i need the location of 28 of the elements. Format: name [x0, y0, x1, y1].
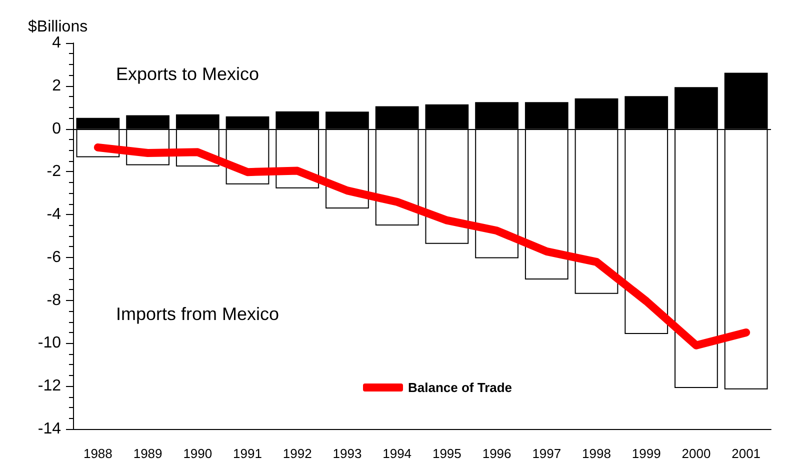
x-tick-label: 1988 [83, 446, 112, 461]
x-tick-label: 1989 [133, 446, 162, 461]
x-tick-label: 1998 [582, 446, 611, 461]
y-tick-label: -2 [46, 163, 62, 180]
y-tick-label: 4 [52, 34, 62, 52]
y-tick-label: -12 [38, 378, 62, 395]
x-tick-label: 1995 [432, 446, 462, 461]
legend-label: Balance of Trade [408, 380, 512, 395]
x-tick-label: 2000 [682, 446, 711, 461]
annotation: Imports from Mexico [116, 304, 280, 324]
y-tick-label: 2 [52, 77, 62, 94]
x-tick-label: 1994 [382, 446, 412, 461]
x-tick-label: 1990 [183, 446, 212, 461]
x-tick-label: 1997 [532, 446, 562, 461]
x-tick-label: 1991 [233, 446, 262, 461]
x-tick-label: 1993 [332, 446, 362, 461]
y-axis-title: $Billions [28, 18, 88, 36]
y-tick-label: -6 [46, 248, 62, 266]
y-tick-label: -8 [46, 292, 62, 309]
y-tick-label: 0 [52, 120, 62, 138]
y-tick-label: -14 [38, 420, 62, 438]
annotation: Exports to Mexico [116, 64, 260, 84]
y-tick-label: -10 [38, 334, 62, 352]
y-tick-label: -4 [46, 206, 62, 224]
x-tick-label: 1999 [632, 446, 661, 461]
x-tick-label: 2001 [732, 446, 761, 461]
x-tick-label: 1992 [282, 446, 312, 461]
x-tick-label: 1996 [482, 446, 512, 461]
